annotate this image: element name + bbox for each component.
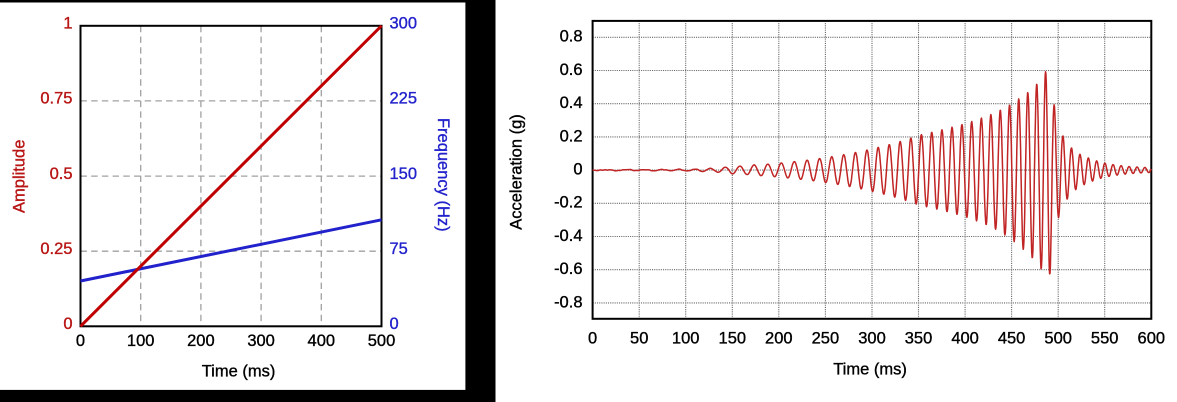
svg-text:-0.4: -0.4 (554, 227, 582, 245)
svg-text:1: 1 (63, 15, 72, 33)
svg-text:0.8: 0.8 (560, 28, 583, 46)
svg-text:400: 400 (951, 330, 979, 348)
svg-text:0.6: 0.6 (560, 61, 583, 79)
svg-text:550: 550 (1091, 330, 1119, 348)
svg-text:225: 225 (390, 90, 418, 108)
svg-text:-0.6: -0.6 (554, 260, 582, 278)
svg-text:0.25: 0.25 (40, 240, 72, 258)
svg-text:0: 0 (573, 161, 582, 179)
svg-text:0: 0 (76, 332, 85, 350)
svg-text:Acceleration (g): Acceleration (g) (508, 114, 526, 230)
svg-text:100: 100 (672, 330, 700, 348)
svg-text:0.2: 0.2 (560, 127, 583, 145)
svg-text:350: 350 (905, 330, 933, 348)
svg-text:0: 0 (390, 315, 399, 333)
svg-text:50: 50 (630, 330, 648, 348)
svg-text:200: 200 (187, 332, 215, 350)
svg-text:Time (ms): Time (ms) (202, 363, 276, 381)
svg-text:300: 300 (390, 15, 418, 33)
svg-text:0.5: 0.5 (50, 165, 73, 183)
svg-text:0.75: 0.75 (40, 90, 72, 108)
svg-text:0.4: 0.4 (560, 94, 583, 112)
svg-text:0: 0 (63, 315, 72, 333)
svg-text:300: 300 (247, 332, 275, 350)
svg-text:500: 500 (368, 332, 396, 350)
svg-text:0: 0 (588, 330, 597, 348)
svg-text:Frequency (Hz): Frequency (Hz) (434, 118, 452, 232)
svg-text:600: 600 (1138, 330, 1166, 348)
svg-text:Amplitude: Amplitude (11, 140, 29, 213)
svg-text:450: 450 (998, 330, 1026, 348)
svg-text:250: 250 (812, 330, 840, 348)
svg-text:500: 500 (1044, 330, 1072, 348)
svg-text:400: 400 (308, 332, 336, 350)
svg-text:300: 300 (858, 330, 886, 348)
svg-text:150: 150 (390, 165, 418, 183)
svg-text:100: 100 (127, 332, 155, 350)
svg-text:75: 75 (390, 240, 408, 258)
svg-text:-0.8: -0.8 (554, 293, 582, 311)
svg-text:200: 200 (765, 330, 793, 348)
svg-text:-0.2: -0.2 (554, 194, 582, 212)
svg-text:Time (ms): Time (ms) (833, 361, 907, 379)
svg-text:150: 150 (719, 330, 747, 348)
